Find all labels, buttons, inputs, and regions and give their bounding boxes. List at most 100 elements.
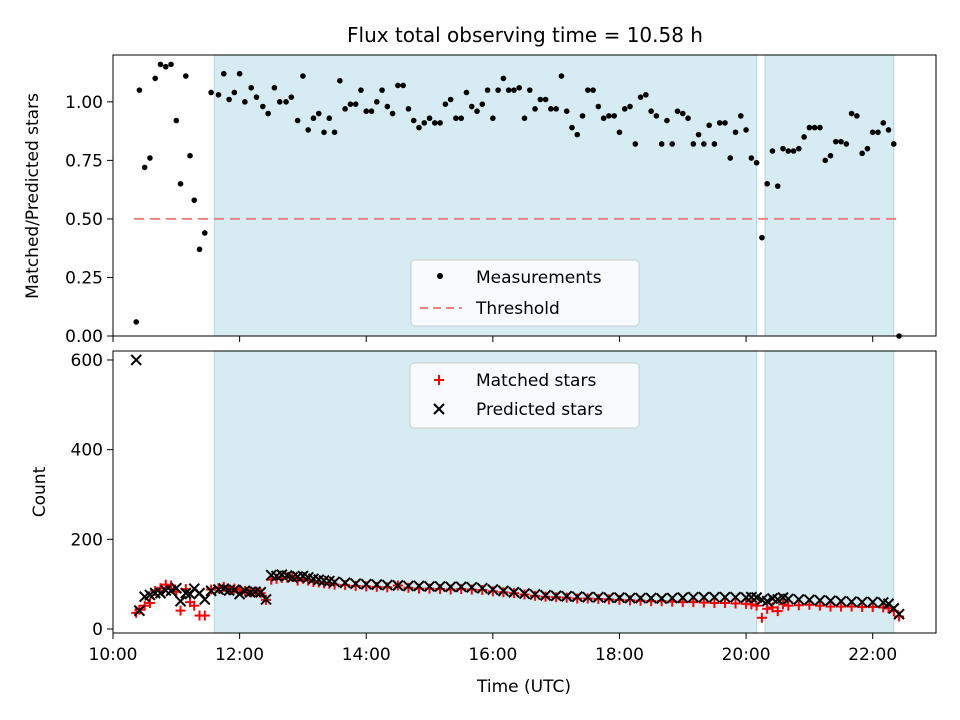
predicted-point-20 xyxy=(233,588,246,600)
measurement-point-45 xyxy=(373,99,380,105)
matched-point-79 xyxy=(751,600,762,611)
predicted-point-b xyxy=(893,608,905,620)
predicted-point-b xyxy=(239,585,251,597)
measurement-point-43 xyxy=(363,108,370,114)
bottom-y-tick-label-1: 200 xyxy=(71,530,103,550)
measurement-point-142 xyxy=(885,127,892,133)
predicted-point-b xyxy=(423,580,436,593)
measurement-point-100 xyxy=(664,117,670,124)
predicted-point-b xyxy=(328,576,341,588)
predicted-point-64 xyxy=(603,591,615,604)
measurement-point-31 xyxy=(300,73,306,79)
predicted-point-b xyxy=(729,591,742,603)
measurement-point-47 xyxy=(384,103,391,110)
predicted-point-b xyxy=(281,569,293,582)
measurement-point-118 xyxy=(759,234,765,241)
measurement-point-90 xyxy=(611,113,617,119)
bottom-y-tick-label-0: 0 xyxy=(92,620,103,640)
predicted-point-b xyxy=(592,591,605,603)
measurement-point-70 xyxy=(505,87,512,93)
measurement-point-10 xyxy=(183,73,189,79)
measurement-point-34 xyxy=(315,110,322,117)
measurement-point-24 xyxy=(260,103,266,110)
predicted-point-48 xyxy=(434,580,446,593)
measurement-point-116 xyxy=(748,155,755,161)
measurement-point-83 xyxy=(574,131,581,138)
matched-point-52 xyxy=(477,584,488,595)
measurement-point-18 xyxy=(226,96,232,103)
measurement-point-63 xyxy=(468,103,475,110)
predicted-point-75 xyxy=(719,591,731,603)
measurement-point-137 xyxy=(859,150,865,157)
legend-predicted-label: Predicted stars xyxy=(476,400,603,420)
measurement-point-84 xyxy=(579,113,586,119)
shaded-interval-1 xyxy=(764,54,895,337)
matched-point-93 xyxy=(867,602,878,613)
predicted-point-b xyxy=(793,593,805,606)
predicted-point-b xyxy=(218,582,230,595)
measurement-point-7 xyxy=(168,61,174,68)
predicted-point-76 xyxy=(729,591,742,603)
bottom-y-tick-label-3: 600 xyxy=(71,351,103,371)
predicted-point-b xyxy=(687,591,700,603)
measurement-point-0 xyxy=(133,319,140,325)
bottom-legend: Matched stars Predicted stars xyxy=(409,362,640,429)
predicted-point-61 xyxy=(571,591,583,603)
predicted-point-b xyxy=(814,594,826,607)
measurement-point-15 xyxy=(208,89,214,96)
matched-point-85 xyxy=(783,600,794,611)
measurement-point-135 xyxy=(848,110,855,117)
predicted-point-b xyxy=(634,592,647,604)
predicted-point-b xyxy=(571,591,583,603)
measurement-point-91 xyxy=(616,129,623,136)
predicted-point-b xyxy=(466,581,478,594)
matched-point-78 xyxy=(746,599,757,610)
predicted-point-b xyxy=(455,581,467,593)
measurement-point-109 xyxy=(711,141,718,147)
x-axis-label: Time (UTC) xyxy=(476,677,571,697)
bottom-y-ticks: 0 200 400 600 xyxy=(71,351,113,640)
measurement-point-124 xyxy=(790,148,797,154)
measurement-point-122 xyxy=(780,145,786,152)
predicted-point-b xyxy=(782,593,794,605)
measurement-point-66 xyxy=(484,87,491,93)
predicted-point-43 xyxy=(381,579,394,591)
predicted-point-59 xyxy=(550,590,562,602)
measurement-point-94 xyxy=(632,141,639,147)
matched-point-14 xyxy=(199,610,210,621)
measurement-point-125 xyxy=(796,145,802,152)
legend-measurements-marker xyxy=(437,273,443,279)
predicted-point-b xyxy=(276,569,288,581)
predicted-point-b xyxy=(603,591,615,604)
predicted-point-b xyxy=(193,587,206,599)
predicted-point-b xyxy=(180,587,192,599)
predicted-point-58 xyxy=(539,589,552,602)
chart-title: Flux total observing time = 10.58 h xyxy=(347,23,703,47)
predicted-point-b xyxy=(624,592,636,604)
matched-point-72 xyxy=(688,597,699,608)
predicted-point-b xyxy=(318,574,330,587)
x-tick-label-3: 16:00 xyxy=(468,645,517,665)
measurement-point-132 xyxy=(832,138,839,145)
top-y-axis-label: Matched/Predicted stars xyxy=(23,93,43,299)
top-y-ticks: 0.00 0.25 0.50 0.75 1.00 xyxy=(65,93,113,347)
measurement-point-3 xyxy=(147,155,153,161)
shaded-interval-1 xyxy=(764,350,895,634)
measurement-point-42 xyxy=(358,87,364,93)
measurement-point-13 xyxy=(196,246,203,253)
measurement-point-119 xyxy=(764,180,770,187)
matched-point-88 xyxy=(814,600,825,611)
measurement-point-22 xyxy=(248,84,255,91)
measurement-point-25 xyxy=(265,110,271,117)
measurement-point-79 xyxy=(553,106,559,112)
measurement-point-48 xyxy=(389,110,396,117)
measurement-point-89 xyxy=(606,113,612,119)
legend-matched-marker xyxy=(434,375,444,385)
measurement-point-140 xyxy=(875,129,881,136)
predicted-point-b xyxy=(487,583,499,596)
predicted-point-b xyxy=(260,593,272,606)
measurement-point-69 xyxy=(500,75,507,82)
predicted-point-54 xyxy=(497,585,510,597)
measurement-point-27 xyxy=(276,99,283,105)
predicted-point-b xyxy=(307,573,320,585)
